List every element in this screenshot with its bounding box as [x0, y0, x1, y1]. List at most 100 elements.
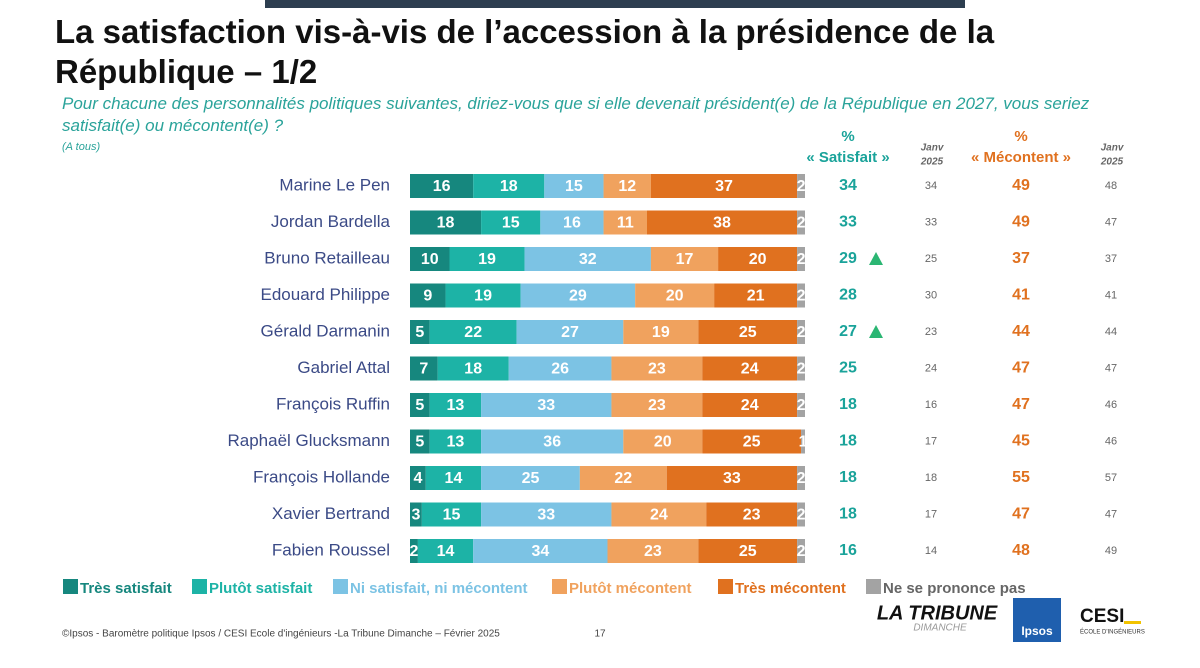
bar-segment [473, 539, 608, 563]
value-label: 19 [474, 288, 492, 305]
bar-segment [706, 502, 798, 527]
bar-segment [797, 502, 805, 527]
page-number: 17 [594, 629, 606, 640]
bar-segment [508, 356, 612, 381]
column-header: % [1014, 128, 1027, 145]
legend-label: Très mécontent [735, 580, 846, 597]
column-header: « Satisfait » [806, 149, 889, 166]
cesi-logo-sub: ÉCOLE D'INGÉNIEURS [1080, 629, 1145, 636]
column-value: 33 [839, 214, 857, 231]
bar-segment [429, 393, 482, 417]
value-label: 18 [500, 178, 518, 195]
column-value: 18 [839, 506, 857, 523]
ipsos-logo: Ipsos [1021, 624, 1053, 638]
column-value: 47 [1105, 508, 1117, 520]
value-label: 2 [797, 397, 806, 414]
column-value: 17 [925, 435, 937, 447]
bar-segment [698, 320, 798, 344]
value-label: 2 [797, 507, 806, 524]
value-label: 21 [747, 288, 765, 305]
bar-segment [702, 429, 802, 454]
value-label: 1 [799, 434, 808, 451]
cesi-logo: CESI [1080, 606, 1124, 627]
bar-segment [516, 320, 624, 344]
value-label: 5 [415, 324, 424, 341]
value-label: 4 [413, 470, 422, 487]
legend-label: Ne se prononce pas [883, 580, 1026, 597]
bar-segment [698, 539, 798, 563]
bar-segment [647, 210, 798, 235]
column-value: 23 [925, 326, 937, 338]
bar-segment [666, 466, 798, 490]
category-label: François Hollande [253, 467, 390, 486]
column-value: 25 [839, 360, 857, 377]
tribune-logo-sub: DIMANCHE [913, 623, 967, 634]
bar-segment [421, 502, 482, 527]
bar-segment [797, 174, 805, 198]
value-label: 36 [543, 434, 561, 451]
column-value: 14 [925, 545, 937, 557]
cesi-logo-accent [1124, 621, 1141, 624]
value-label: 14 [437, 543, 455, 560]
bar-segment [410, 283, 446, 308]
column-value: 18 [925, 472, 937, 484]
bar-segment [410, 356, 438, 381]
value-label: 25 [739, 324, 757, 341]
bar-segment [623, 429, 703, 454]
tribune-logo: LA TRIBUNE [877, 602, 998, 624]
column-value: 33 [925, 216, 937, 228]
value-label: 17 [676, 251, 694, 268]
value-label: 18 [464, 361, 482, 378]
bar-segment [797, 393, 805, 417]
value-label: 2 [797, 288, 806, 305]
category-label: François Ruffin [276, 394, 390, 413]
bar-segment [449, 247, 525, 271]
legend-swatch [866, 579, 881, 594]
value-label: 2 [797, 361, 806, 378]
bar-segment [410, 429, 430, 454]
value-label: 38 [713, 215, 731, 232]
column-value: 47 [1105, 362, 1117, 374]
value-label: 15 [565, 178, 583, 195]
value-label: 37 [715, 178, 733, 195]
bar-segment [797, 283, 805, 308]
column-value: 46 [1105, 399, 1117, 411]
bar-segment [607, 539, 699, 563]
column-value: 57 [1105, 472, 1117, 484]
bar-segment [579, 466, 667, 490]
value-label: 34 [531, 543, 549, 560]
column-value: 44 [1012, 323, 1030, 340]
bar-segment [520, 283, 636, 308]
value-label: 32 [579, 251, 597, 268]
column-value: 30 [925, 289, 937, 301]
value-label: 2 [797, 215, 806, 232]
column-value: 47 [1012, 396, 1030, 413]
category-label: Gérald Darmanin [261, 321, 390, 340]
bar-segment [429, 320, 517, 344]
value-label: 25 [743, 434, 761, 451]
bar-segment [410, 320, 430, 344]
column-value: 41 [1105, 289, 1117, 301]
value-label: 29 [569, 288, 587, 305]
trend-arrow [869, 252, 883, 265]
value-label: 15 [443, 507, 461, 524]
legend-label: Ni satisfait, ni mécontent [350, 580, 528, 597]
bar-segment [410, 466, 426, 490]
column-value: 37 [1105, 253, 1117, 265]
legend-swatch [192, 579, 207, 594]
bar-segment [524, 247, 651, 271]
bar-segment [611, 502, 707, 527]
column-header: « Mécontent » [971, 149, 1071, 166]
value-label: 25 [739, 543, 757, 560]
column-value: 48 [1012, 542, 1030, 559]
column-value: 49 [1012, 214, 1030, 231]
column-value: 48 [1105, 180, 1117, 192]
value-label: 20 [749, 251, 767, 268]
bar-segment [481, 393, 612, 417]
value-label: 2 [797, 251, 806, 268]
value-label: 9 [423, 288, 432, 305]
column-value: 27 [839, 323, 857, 340]
bar-segment [718, 247, 798, 271]
bar-segment [445, 283, 521, 308]
